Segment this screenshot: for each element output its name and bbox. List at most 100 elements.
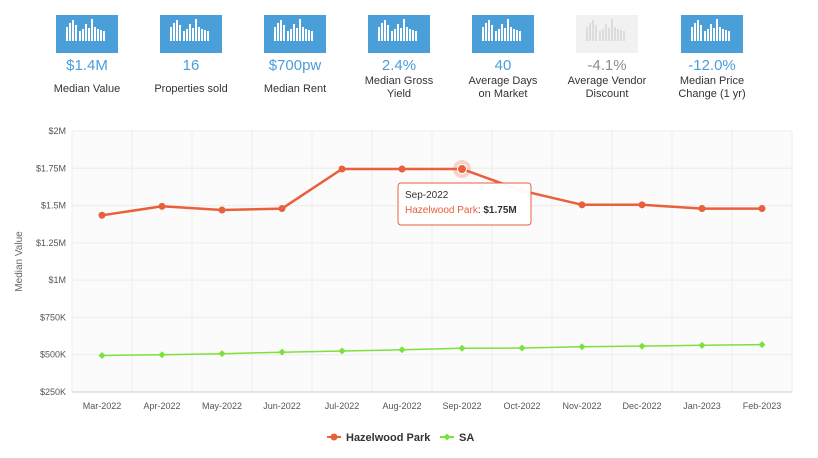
stats-bar: $1.4M Median Value 16 Properties sold $700pw…: [0, 0, 818, 110]
stat-label-line: Average Days: [468, 75, 538, 87]
stat-label: Median Rent: [245, 83, 345, 96]
stat-label-line: Yield: [386, 88, 412, 100]
series-lines: [101, 167, 763, 357]
x-tick-label: May-2022: [202, 401, 242, 411]
legend-label: SA: [459, 432, 474, 444]
data-point[interactable]: [218, 350, 226, 358]
legend-label: Hazelwood Park: [346, 432, 431, 444]
data-point[interactable]: [338, 347, 346, 355]
legend: Hazelwood Park SA: [327, 432, 474, 444]
x-tick-label: Nov-2022: [562, 401, 601, 411]
tooltip: Sep-2022 Hazelwood Park: $1.75M: [397, 160, 532, 226]
data-point[interactable]: [98, 211, 106, 219]
stat-label: Average Days on Market: [453, 75, 553, 101]
x-tick-label: Oct-2022: [503, 401, 540, 411]
stat-label-line: Discount: [585, 88, 629, 100]
stat-label-line: Change (1 yr): [678, 88, 746, 100]
data-point[interactable]: [278, 348, 286, 356]
x-tick-label: Aug-2022: [382, 401, 421, 411]
series-line-hazelwood-park: [101, 167, 762, 217]
legend-item-hazelwood-park[interactable]: Hazelwood Park: [327, 432, 431, 444]
data-point[interactable]: [758, 205, 766, 213]
x-tick-label: Jul-2022: [325, 401, 360, 411]
y-tick-label: $500K: [40, 350, 66, 360]
stat-2: 16 Properties sold: [141, 15, 241, 96]
stat-value: $1.4M: [66, 57, 108, 74]
bar-chart-icon: [56, 15, 118, 53]
stat-label-line: Properties sold: [154, 83, 228, 95]
tooltip-series-name: Hazelwood Park: [405, 205, 479, 216]
y-axis-label: Median Value: [14, 231, 25, 292]
data-point[interactable]: [578, 201, 586, 209]
stat-5: 40 Average Days on Market: [453, 15, 553, 101]
stat-6: -4.1% Average Vendor Discount: [557, 15, 657, 101]
x-tick-label: Feb-2023: [743, 401, 782, 411]
data-point[interactable]: [158, 202, 166, 210]
y-tick-label: $1.5M: [41, 201, 66, 211]
x-tick-label: Mar-2022: [83, 401, 122, 411]
data-point[interactable]: [338, 165, 346, 173]
data-point[interactable]: [98, 351, 106, 359]
x-tick-label: Dec-2022: [622, 401, 661, 411]
y-axis: $250K $500K $750K $1M $1.25M $1.5M $1.75M $2M: [36, 126, 66, 397]
stat-label: Median Value: [37, 83, 137, 96]
tooltip-colon: :: [478, 205, 484, 216]
bar-chart-icon: [576, 15, 638, 53]
stat-3: $700pw Median Rent: [245, 15, 345, 96]
bar-chart-icon: [368, 15, 430, 53]
x-tick-label: Jan-2023: [683, 401, 721, 411]
y-tick-label: $250K: [40, 387, 66, 397]
series-line-sa: [101, 343, 763, 357]
data-point[interactable]: [518, 344, 526, 352]
data-point[interactable]: [698, 205, 706, 213]
tooltip-category: Sep-2022: [405, 190, 449, 201]
data-point[interactable]: [758, 341, 766, 349]
y-tick-label: $750K: [40, 312, 66, 322]
stat-value: -4.1%: [587, 57, 627, 74]
stat-1: $1.4M Median Value: [37, 15, 137, 96]
stat-label-line: Average Vendor: [567, 75, 647, 87]
data-point[interactable]: [638, 342, 646, 350]
bar-chart-icon: [472, 15, 534, 53]
stat-label-line: Median Price: [679, 75, 745, 87]
stat-label: Median Price Change (1 yr): [662, 75, 762, 101]
data-point[interactable]: [458, 344, 466, 352]
stat-value: $700pw: [268, 57, 322, 74]
y-tick-label: $1.75M: [36, 163, 66, 173]
legend-item-sa[interactable]: SA: [440, 432, 474, 444]
data-point[interactable]: [398, 346, 406, 354]
data-point[interactable]: [158, 351, 166, 359]
stat-label: Average Vendor Discount: [557, 75, 657, 101]
y-tick-label: $1.25M: [36, 238, 66, 248]
x-axis: Mar-2022 Apr-2022 May-2022 Jun-2022 Jul-2022…: [83, 401, 782, 411]
stat-value: 16: [182, 57, 200, 74]
data-point[interactable]: [698, 341, 706, 349]
tooltip-box: [397, 182, 532, 226]
stat-label-line: Median Value: [53, 83, 121, 95]
y-tick-label: $2M: [48, 126, 66, 136]
legend-marker: [330, 433, 338, 441]
bar-chart-icon: [681, 15, 743, 53]
data-point[interactable]: [638, 201, 646, 209]
stat-value: -12.0%: [688, 57, 736, 74]
stat-7: -12.0% Median Price Change (1 yr): [662, 15, 762, 101]
stat-label-line: on Market: [478, 88, 528, 100]
data-point[interactable]: [218, 206, 226, 214]
data-point[interactable]: [578, 343, 586, 351]
stat-label: Properties sold: [141, 83, 241, 96]
data-point[interactable]: [398, 165, 406, 173]
bar-chart-icon: [160, 15, 222, 53]
y-tick-label: $1M: [48, 275, 66, 285]
stat-value: 40: [494, 57, 512, 74]
tooltip-line: Hazelwood Park: $1.75M: [405, 205, 517, 216]
stat-label-line: Median Rent: [263, 83, 327, 95]
legend-marker: [443, 433, 451, 441]
x-tick-label: Sep-2022: [442, 401, 481, 411]
bar-chart-icon: [264, 15, 326, 53]
stat-value: 2.4%: [381, 57, 417, 74]
hover-point[interactable]: [457, 164, 467, 175]
stat-label-line: Median Gross: [364, 75, 434, 87]
tooltip-value: $1.75M: [483, 205, 516, 216]
data-point[interactable]: [278, 205, 286, 213]
x-tick-label: Jun-2022: [263, 401, 301, 411]
